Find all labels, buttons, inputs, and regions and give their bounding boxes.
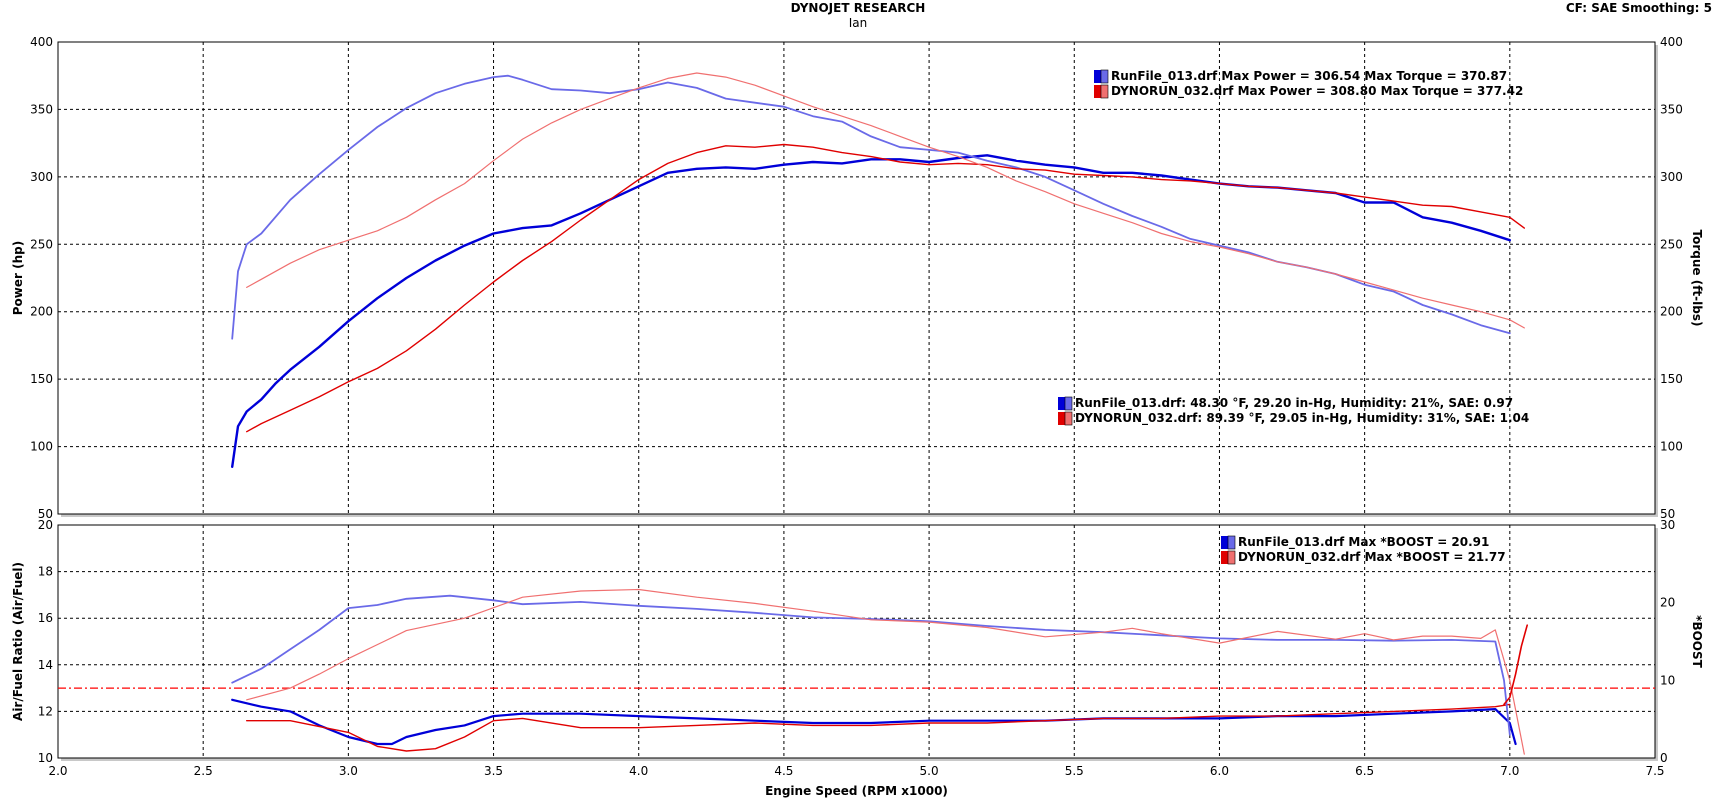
y-tick-label: 12: [38, 704, 53, 718]
power-torque-panel: 50 100 150 200 250 300 350 400 50 100 150 200 250 300…: [11, 35, 1704, 521]
series-line: [1503, 624, 1528, 706]
x-tick-label: 2.5: [194, 764, 213, 778]
y2-tick-label: 10: [1660, 673, 1675, 687]
chart-subtitle: Ian: [848, 16, 868, 30]
legend-weather-text: RunFile_013.drf: 48.30 °F, 29.20 in-Hg, …: [1075, 396, 1513, 411]
legend-max-text: RunFile_013.drf Max *BOOST = 20.91: [1238, 535, 1489, 550]
y-axis-label: Power (hp): [11, 241, 25, 315]
y2-tick-label: 350: [1660, 102, 1683, 116]
legend-max-swatch: [1094, 85, 1101, 98]
x-tick-label: 7.5: [1645, 764, 1664, 778]
chart-title: DYNOJET RESEARCH: [790, 1, 926, 15]
legend-max-swatch: [1094, 70, 1101, 83]
x-tick-label: 5.0: [920, 764, 939, 778]
x-tick-label: 2.0: [48, 764, 67, 778]
x-tick-label: 6.5: [1355, 764, 1374, 778]
series-line: [231, 594, 1511, 736]
legend-weather-swatch: [1058, 412, 1065, 425]
y2-tick-label: 400: [1660, 35, 1683, 49]
y-axis-label: Air/Fuel Ratio (Air/Fuel): [11, 562, 25, 721]
x-tick-label: 5.5: [1065, 764, 1084, 778]
x-tick-label: 4.0: [629, 764, 648, 778]
x-tick-label: 6.0: [1210, 764, 1229, 778]
y2-tick-label: 30: [1660, 518, 1675, 532]
y-tick-label: 200: [30, 305, 53, 319]
y2-tick-label: 0: [1660, 751, 1668, 765]
plot-area: [57, 41, 1656, 515]
x-tick-label: 4.5: [774, 764, 793, 778]
y-tick-label: 18: [38, 565, 53, 579]
legend-max-swatch-light: [1227, 535, 1236, 550]
x-tick-label: 3.5: [484, 764, 503, 778]
y-tick-label: 300: [30, 170, 53, 184]
legend-weather-swatch-light: [1064, 396, 1073, 411]
x-tick-label: 3.0: [339, 764, 358, 778]
legend-max-text: DYNORUN_032.drf Max *BOOST = 21.77: [1238, 550, 1506, 565]
y2-tick-label: 50: [1660, 507, 1675, 521]
y-tick-label: 100: [30, 440, 53, 454]
series-line: [246, 72, 1525, 329]
correction-factor-settings: CF: SAE Smoothing: 5: [1565, 1, 1712, 15]
afr-boost-panel: 2.0 2.5 3.0 3.5 4.0 4.5 5.0 5.5 6.0 6.5 7.0 7.5 10 12…: [11, 518, 1704, 798]
legend-weather-swatch: [1058, 397, 1065, 410]
series-line: [231, 698, 1517, 746]
y2-tick-label: 300: [1660, 170, 1683, 184]
y-tick-label: 16: [38, 611, 53, 625]
series-line: [246, 588, 1525, 755]
y-tick-label: 400: [30, 35, 53, 49]
y2-tick-label: 100: [1660, 440, 1683, 454]
y2-tick-label: 150: [1660, 372, 1683, 386]
series-line: [245, 703, 1511, 752]
y-tick-label: 10: [38, 751, 53, 765]
legend-weather-swatch-light: [1064, 411, 1073, 426]
y2-tick-label: 250: [1660, 237, 1683, 251]
x-tick-label: 7.0: [1500, 764, 1519, 778]
y-tick-label: 20: [38, 518, 53, 532]
y2-tick-label: 20: [1660, 596, 1675, 610]
series-line: [245, 143, 1526, 433]
y2-axis-label: Torque (ft-lbs): [1690, 230, 1704, 327]
legend-max-swatch: [1221, 551, 1228, 564]
y-tick-label: 14: [38, 658, 53, 672]
legend-weather-text: DYNORUN_032.drf: 89.39 °F, 29.05 in-Hg, …: [1075, 411, 1529, 426]
y2-axis-label: *BOOST: [1690, 615, 1704, 668]
legend-max-swatch-light: [1100, 69, 1109, 84]
y-tick-label: 150: [30, 372, 53, 386]
legend-max-swatch-light: [1100, 84, 1109, 99]
y2-tick-label: 200: [1660, 305, 1683, 319]
y-tick-label: 50: [38, 507, 53, 521]
legend-max-swatch: [1221, 536, 1228, 549]
legend-max-text: RunFile_013.drf Max Power = 306.54 Max T…: [1111, 69, 1507, 84]
x-axis-label: Engine Speed (RPM x1000): [765, 784, 948, 798]
y-tick-label: 350: [30, 102, 53, 116]
legend-max-text: DYNORUN_032.drf Max Power = 308.80 Max T…: [1111, 84, 1523, 99]
y-tick-label: 250: [30, 237, 53, 251]
legend-max-swatch-light: [1227, 550, 1236, 565]
